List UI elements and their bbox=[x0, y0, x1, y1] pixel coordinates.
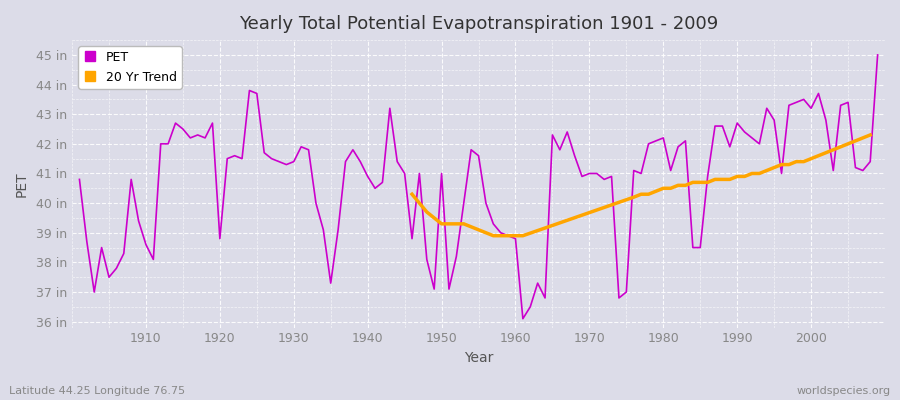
Text: worldspecies.org: worldspecies.org bbox=[796, 386, 891, 396]
Text: Latitude 44.25 Longitude 76.75: Latitude 44.25 Longitude 76.75 bbox=[9, 386, 185, 396]
Title: Yearly Total Potential Evapotranspiration 1901 - 2009: Yearly Total Potential Evapotranspiratio… bbox=[238, 15, 718, 33]
Y-axis label: PET: PET bbox=[15, 171, 29, 197]
Legend: PET, 20 Yr Trend: PET, 20 Yr Trend bbox=[78, 46, 182, 89]
X-axis label: Year: Year bbox=[464, 351, 493, 365]
